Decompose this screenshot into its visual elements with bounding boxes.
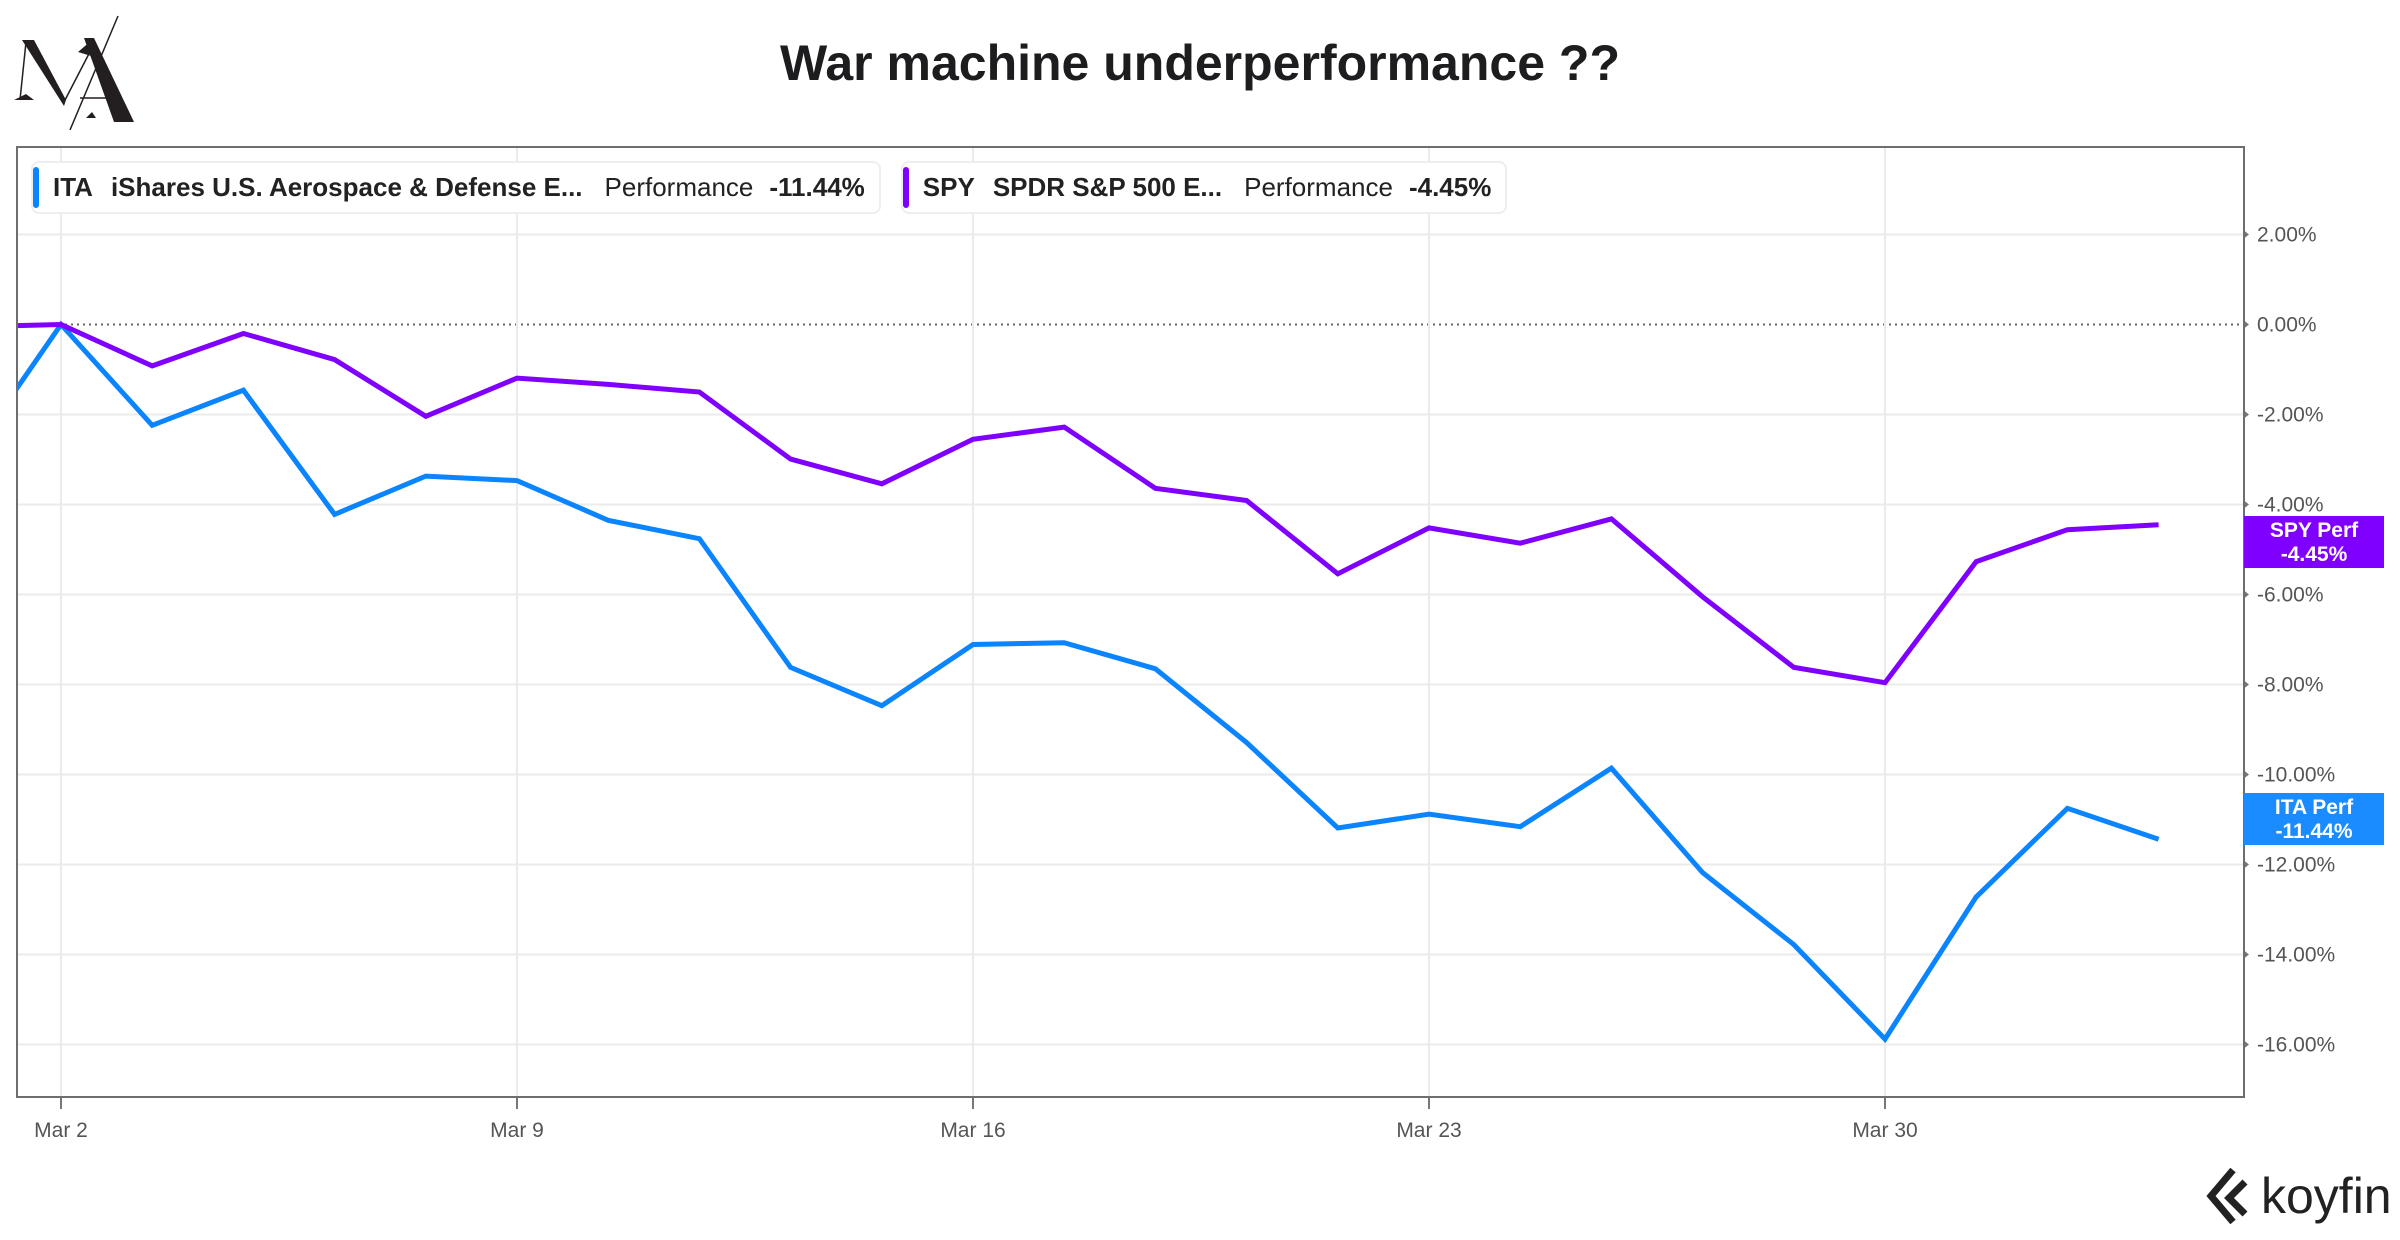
series-line-ita: [17, 320, 2160, 1044]
y-tick-mark: [2244, 860, 2249, 869]
legend-color-bar: [33, 167, 39, 208]
y-tick-label: -10.00%: [2257, 764, 2335, 787]
ma-logo: [14, 14, 134, 135]
y-tick-label: -4.00%: [2257, 494, 2324, 517]
y-tick-mark: [2244, 770, 2249, 779]
legend-item-spy[interactable]: SPY SPDR S&P 500 E... Performance -4.45%: [900, 161, 1508, 214]
ita-last-value-badge: ITA Perf -11.44%: [2244, 793, 2384, 846]
y-tick-label: -12.00%: [2257, 854, 2335, 877]
y-tick-mark: [2244, 230, 2249, 239]
x-tick-label: Mar 16: [940, 1119, 1005, 1142]
legend-metric-label: Performance: [1244, 172, 1393, 202]
legend-item-ita[interactable]: ITA iShares U.S. Aerospace & Defense E..…: [31, 161, 881, 214]
y-tick-mark: [2244, 320, 2249, 329]
legend-value: -4.45%: [1408, 172, 1492, 202]
koyfin-logo-icon: [2206, 1167, 2248, 1225]
badge-value: -11.44%: [2275, 820, 2353, 844]
koyfin-text: koyfin: [2261, 1168, 2392, 1224]
y-tick-mark: [2244, 950, 2249, 959]
plot-frame: [16, 146, 2245, 1098]
y-tick-label: 2.00%: [2257, 224, 2317, 247]
y-tick-label: -16.00%: [2257, 1034, 2335, 1057]
y-tick-label: -8.00%: [2257, 674, 2324, 697]
y-tick-mark: [2244, 410, 2249, 419]
legend: ITA iShares U.S. Aerospace & Defense E..…: [31, 161, 1508, 214]
legend-symbol: SPY: [922, 172, 975, 202]
x-tick-label: Mar 23: [1396, 1119, 1461, 1142]
legend-metric-label: Performance: [604, 172, 754, 202]
x-tick-label: Mar 30: [1852, 1119, 1917, 1142]
badge-label: SPY Perf: [2269, 518, 2359, 542]
legend-color-bar: [902, 167, 909, 208]
series-line-spy: [17, 321, 2159, 686]
legend-value: -11.44%: [769, 172, 865, 202]
y-tick-mark: [2244, 500, 2249, 509]
x-tick-label: Mar 9: [490, 1119, 544, 1142]
chart-title: War machine underperformance ??: [780, 35, 1620, 91]
y-tick-mark: [2244, 1040, 2249, 1049]
y-tick-mark: [2244, 680, 2249, 689]
spy-last-value-badge: SPY Perf -4.45%: [2244, 515, 2384, 568]
legend-name: iShares U.S. Aerospace & Defense E...: [110, 172, 583, 202]
y-tick-label: 0.00%: [2257, 314, 2317, 337]
legend-symbol: ITA: [53, 172, 93, 202]
koyfin-watermark: koyfin: [2205, 1166, 2392, 1226]
badge-label: ITA Perf: [2274, 796, 2354, 820]
y-tick-label: -2.00%: [2257, 404, 2324, 427]
y-tick-label: -6.00%: [2257, 584, 2324, 607]
x-tick-label: Mar 2: [34, 1119, 88, 1142]
legend-name: SPDR S&P 500 E...: [992, 172, 1223, 202]
badge-value: -4.45%: [2280, 542, 2348, 566]
y-tick-mark: [2244, 590, 2249, 599]
y-tick-label: -14.00%: [2257, 944, 2335, 967]
